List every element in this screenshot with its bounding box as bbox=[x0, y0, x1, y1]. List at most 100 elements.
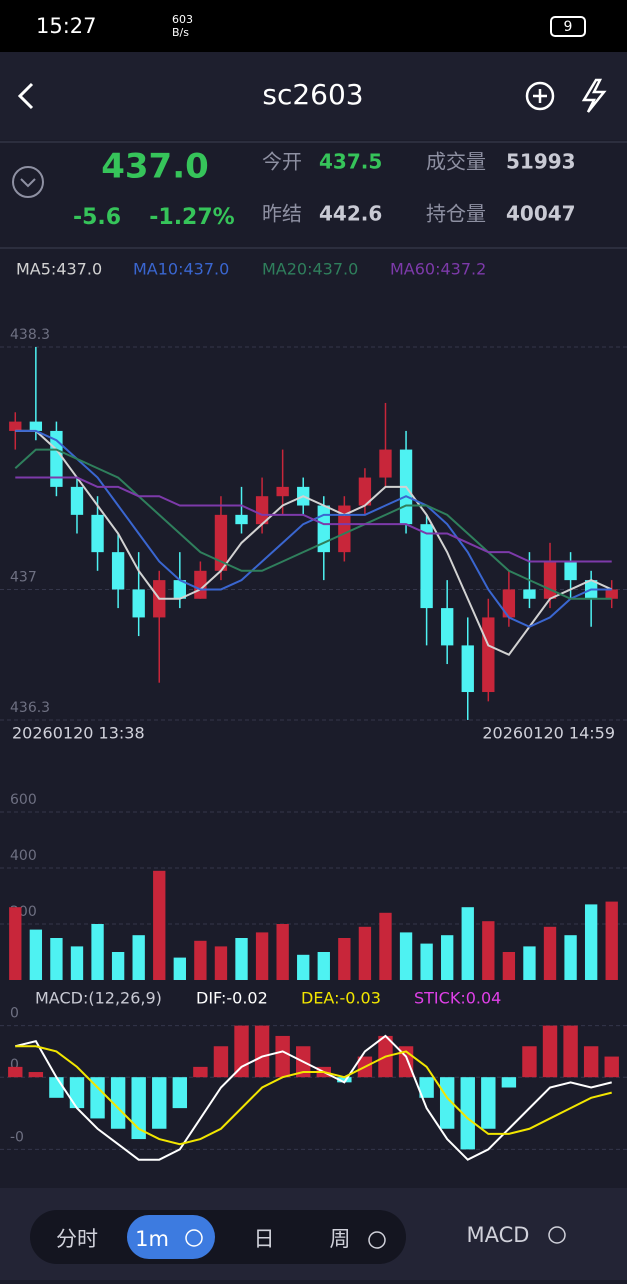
macd-bar bbox=[69, 1077, 85, 1109]
volume-bar bbox=[29, 929, 43, 980]
candle-body bbox=[605, 589, 618, 599]
candle-body bbox=[132, 589, 145, 618]
macd-bar bbox=[234, 1025, 249, 1078]
candle-body bbox=[255, 496, 269, 525]
candle-body bbox=[276, 486, 289, 497]
y-tick-label: 436.3 bbox=[10, 700, 50, 716]
candle-body bbox=[173, 580, 186, 599]
volume-bar bbox=[132, 935, 145, 980]
field-value: 437.5 bbox=[319, 150, 382, 174]
tab[interactable]: 1m bbox=[135, 1227, 169, 1251]
volume-bar bbox=[70, 946, 84, 980]
net-unit: B/s bbox=[172, 26, 189, 39]
x-tick-label: 20260120 14:59 bbox=[482, 724, 615, 743]
macd-line bbox=[15, 1045, 612, 1146]
macd-bar bbox=[131, 1077, 146, 1140]
macd-bar bbox=[460, 1077, 475, 1150]
volume-bar bbox=[482, 921, 495, 980]
ma-line bbox=[15, 429, 612, 628]
y-tick-label: 437 bbox=[10, 569, 37, 585]
flash-button[interactable] bbox=[581, 78, 607, 113]
field-label: 昨结 bbox=[262, 202, 302, 226]
macd-bar bbox=[275, 1035, 290, 1078]
indicator-button[interactable]: MACD bbox=[467, 1223, 530, 1247]
volume-bar bbox=[543, 926, 557, 980]
volume-bar bbox=[502, 952, 516, 980]
macd-bar bbox=[110, 1077, 126, 1129]
candle-body bbox=[70, 486, 84, 515]
candle-body bbox=[482, 617, 495, 693]
tab[interactable]: 周 bbox=[330, 1227, 351, 1251]
last-price: 437.0 bbox=[101, 147, 209, 187]
macd-bar bbox=[337, 1077, 352, 1083]
candle-body bbox=[502, 589, 516, 618]
macd-bar bbox=[481, 1077, 496, 1129]
macd-bar bbox=[604, 1056, 619, 1078]
macd-bar bbox=[542, 1025, 558, 1078]
status-bar bbox=[0, 0, 627, 52]
field-value: 442.6 bbox=[319, 202, 382, 226]
legend-entry: MA20:437.0 bbox=[262, 260, 358, 279]
volume-bar bbox=[338, 938, 351, 980]
field-label: 持仓量 bbox=[426, 202, 486, 226]
tab[interactable]: 日 bbox=[254, 1227, 275, 1251]
legend-entry: MA60:437.2 bbox=[390, 260, 486, 279]
volume-bar bbox=[214, 946, 228, 980]
battery bbox=[550, 16, 586, 37]
candle-body bbox=[358, 477, 372, 506]
add-button[interactable] bbox=[525, 81, 555, 111]
tab[interactable]: 分时 bbox=[56, 1227, 98, 1251]
y-tick-label: 438.3 bbox=[10, 327, 50, 343]
volume-bar bbox=[276, 924, 289, 980]
volume-bar bbox=[235, 938, 248, 980]
volume-bar bbox=[255, 932, 269, 980]
expand-button[interactable] bbox=[12, 166, 44, 198]
macd-bar bbox=[172, 1077, 188, 1109]
candle-body bbox=[91, 514, 104, 553]
candle-body bbox=[235, 514, 248, 525]
volume-bar bbox=[441, 935, 454, 980]
volume-bar bbox=[111, 952, 125, 980]
volume-bar bbox=[379, 912, 392, 980]
back-button[interactable] bbox=[17, 82, 34, 110]
candle-body bbox=[543, 561, 557, 599]
selected-tab bbox=[127, 1215, 215, 1259]
volume-bar bbox=[605, 901, 618, 980]
legend-entry: DIF:-0.02 bbox=[196, 989, 268, 1008]
macd-bar bbox=[419, 1077, 434, 1098]
candle-body bbox=[379, 449, 392, 478]
volume-bar bbox=[317, 952, 330, 980]
legend-entry: STICK:0.04 bbox=[414, 989, 501, 1008]
period-tabs bbox=[30, 1210, 406, 1264]
volume-bar bbox=[9, 907, 22, 980]
legend-entry: MA10:437.0 bbox=[133, 260, 229, 279]
battery-level: 9 bbox=[564, 19, 573, 35]
candle-body bbox=[461, 645, 474, 693]
volume-bar bbox=[461, 907, 474, 980]
y-tick-label: 0 bbox=[10, 1057, 19, 1073]
legend-entry: DEA:-0.03 bbox=[301, 989, 381, 1008]
legend-entry: MA5:437.0 bbox=[16, 260, 102, 279]
indicator-arrow bbox=[548, 1226, 566, 1244]
macd-bar bbox=[8, 1066, 23, 1078]
volume-bar bbox=[420, 943, 433, 980]
tab-arrow bbox=[368, 1231, 386, 1249]
candle-body bbox=[29, 421, 43, 431]
candle-body bbox=[523, 589, 536, 599]
volume-bar bbox=[194, 940, 207, 980]
clock: 15:27 bbox=[36, 14, 97, 38]
volume-bar bbox=[564, 935, 577, 980]
candle-body bbox=[564, 561, 577, 581]
volume-bar bbox=[91, 924, 104, 980]
y-tick-label: -0 bbox=[10, 1129, 24, 1145]
candle-body bbox=[420, 524, 433, 609]
ma-line bbox=[14, 448, 612, 600]
macd-bar bbox=[193, 1066, 208, 1078]
candle-body bbox=[441, 608, 454, 646]
candle-body bbox=[111, 552, 125, 590]
volume-bar bbox=[399, 932, 413, 980]
candle-body bbox=[50, 430, 63, 487]
volume-bar bbox=[358, 926, 372, 980]
candle-body bbox=[9, 421, 22, 431]
